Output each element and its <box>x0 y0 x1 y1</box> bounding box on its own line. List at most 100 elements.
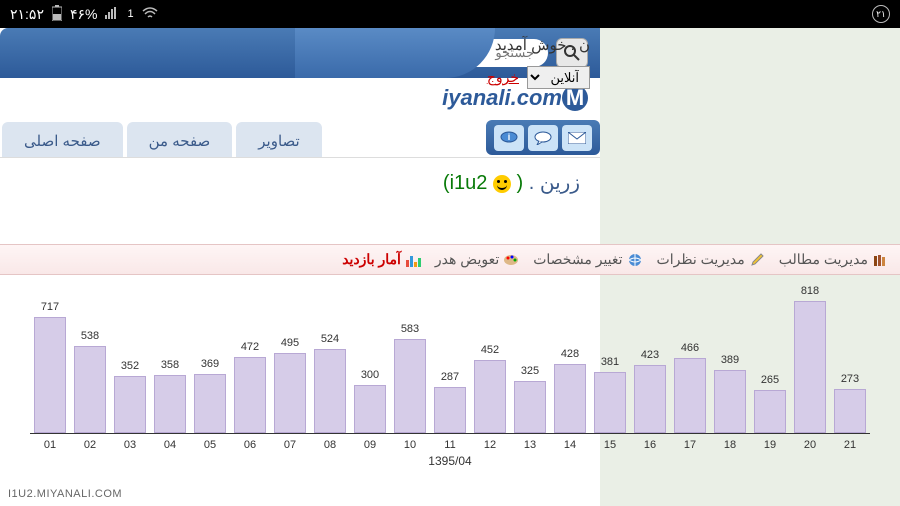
header-curve-decoration <box>295 28 495 78</box>
bar <box>834 389 866 433</box>
battery-percent: ۴۶% <box>70 6 98 23</box>
bar <box>434 387 466 433</box>
bar-day-12: 45212 <box>470 360 510 433</box>
android-status-bar: ۲۱:۵۲ ۴۶% 1 ۲۱ <box>0 0 900 28</box>
bar-value: 538 <box>81 330 99 342</box>
bar-day-03: 35203 <box>110 376 150 433</box>
bar <box>474 360 506 433</box>
status-badge: ۲۱ <box>872 5 890 23</box>
bar-value: 358 <box>161 359 179 371</box>
bar <box>314 349 346 433</box>
online-status-select[interactable]: آنلاین <box>527 66 590 89</box>
tab-my-page[interactable]: صفحه من <box>127 122 233 157</box>
page-body: ن . خوش آمدید آنلاین خروج Miyanali.com <box>0 28 900 506</box>
admin-stats[interactable]: آمار بازدید <box>342 251 421 268</box>
wifi-icon <box>142 6 158 22</box>
nav-tabs: تصاویر صفحه من صفحه اصلی <box>0 118 324 157</box>
bar-value: 352 <box>121 360 139 372</box>
tab-home[interactable]: صفحه اصلی <box>2 122 123 157</box>
logout-link[interactable]: خروج <box>487 69 519 86</box>
profile-title: زرین . ( i1u2) <box>0 158 600 207</box>
bar-day-13: 32513 <box>510 381 550 433</box>
bar <box>634 365 666 433</box>
bar-label: 03 <box>124 439 136 451</box>
bar-label: 04 <box>164 439 176 451</box>
bar-value: 428 <box>561 348 579 360</box>
palette-icon <box>503 252 519 268</box>
bar-label: 15 <box>604 439 616 451</box>
bar <box>514 381 546 433</box>
profile-username: i1u2 <box>450 172 488 194</box>
nav-icon-group: i <box>486 120 600 155</box>
bar <box>794 301 826 433</box>
admin-posts[interactable]: مدیریت مطالب <box>779 251 888 268</box>
profile-name: زرین . <box>529 172 580 194</box>
signal-icon <box>105 6 119 22</box>
bar-day-02: 53802 <box>70 346 110 433</box>
chart-x-label: 1395/04 <box>10 454 890 468</box>
bar <box>74 346 106 433</box>
bar-day-04: 35804 <box>150 375 190 433</box>
bar-day-14: 42814 <box>550 364 590 433</box>
bar-day-15: 38115 <box>590 372 630 433</box>
bar-day-07: 49507 <box>270 353 310 433</box>
bar-value: 423 <box>641 349 659 361</box>
bar-value: 325 <box>521 365 539 377</box>
bar-label: 07 <box>284 439 296 451</box>
battery-icon <box>52 5 62 24</box>
watermark: I1U2.MIYANALI.COM <box>8 488 122 500</box>
tab-images[interactable]: تصاویر <box>236 122 321 157</box>
bar-value: 265 <box>761 374 779 386</box>
bar-day-06: 47206 <box>230 357 270 433</box>
nav-row: i تصاویر صفحه من صفحه اصلی <box>0 118 600 158</box>
svg-text:i: i <box>508 132 511 142</box>
bar-value: 583 <box>401 323 419 335</box>
bar-value: 300 <box>361 369 379 381</box>
sim-icon: 1 <box>127 8 133 20</box>
bar-day-11: 28711 <box>430 387 470 433</box>
mail-icon[interactable] <box>562 125 592 151</box>
globe-icon <box>627 252 643 268</box>
bar-label: 01 <box>44 439 56 451</box>
bar <box>34 317 66 433</box>
bar-value: 472 <box>241 341 259 353</box>
welcome-text: ن . خوش آمدید <box>495 36 590 54</box>
bar <box>674 358 706 433</box>
bar-label: 05 <box>204 439 216 451</box>
smile-emoji-icon <box>493 175 511 193</box>
bar-label: 16 <box>644 439 656 451</box>
info-icon[interactable]: i <box>494 125 524 151</box>
visits-chart: 7170153802352033580436905472064950752408… <box>10 288 890 468</box>
chart-icon <box>405 252 421 268</box>
bar <box>274 353 306 433</box>
bar-label: 08 <box>324 439 336 451</box>
admin-header[interactable]: تعویض هدر <box>435 251 519 268</box>
bar-day-08: 52408 <box>310 349 350 433</box>
bar-value: 452 <box>481 344 499 356</box>
bar-value: 273 <box>841 373 859 385</box>
admin-profile[interactable]: تغییر مشخصات <box>533 251 642 268</box>
bar-day-18: 38918 <box>710 370 750 433</box>
bar-value: 524 <box>321 333 339 345</box>
bar-day-01: 71701 <box>30 317 70 433</box>
bar-value: 389 <box>721 354 739 366</box>
bar-label: 18 <box>724 439 736 451</box>
bar-value: 287 <box>441 371 459 383</box>
bar-day-21: 27321 <box>830 389 870 433</box>
bar-label: 21 <box>844 439 856 451</box>
bar-day-19: 26519 <box>750 390 790 433</box>
bar-day-16: 42316 <box>630 365 670 433</box>
bar <box>714 370 746 433</box>
admin-menu: مدیریت مطالب مدیریت نظرات تغییر مشخصات ت… <box>0 244 900 275</box>
admin-comments[interactable]: مدیریت نظرات <box>657 251 765 268</box>
bar-value: 466 <box>681 342 699 354</box>
chart-x-axis <box>30 433 870 434</box>
bar-value: 717 <box>41 301 59 313</box>
bar-value: 369 <box>201 358 219 370</box>
bar-day-10: 58310 <box>390 339 430 433</box>
chat-icon[interactable] <box>528 125 558 151</box>
bar-label: 14 <box>564 439 576 451</box>
bar <box>394 339 426 433</box>
user-status-row: آنلاین خروج <box>487 66 590 89</box>
status-time: ۲۱:۵۲ <box>10 6 44 23</box>
